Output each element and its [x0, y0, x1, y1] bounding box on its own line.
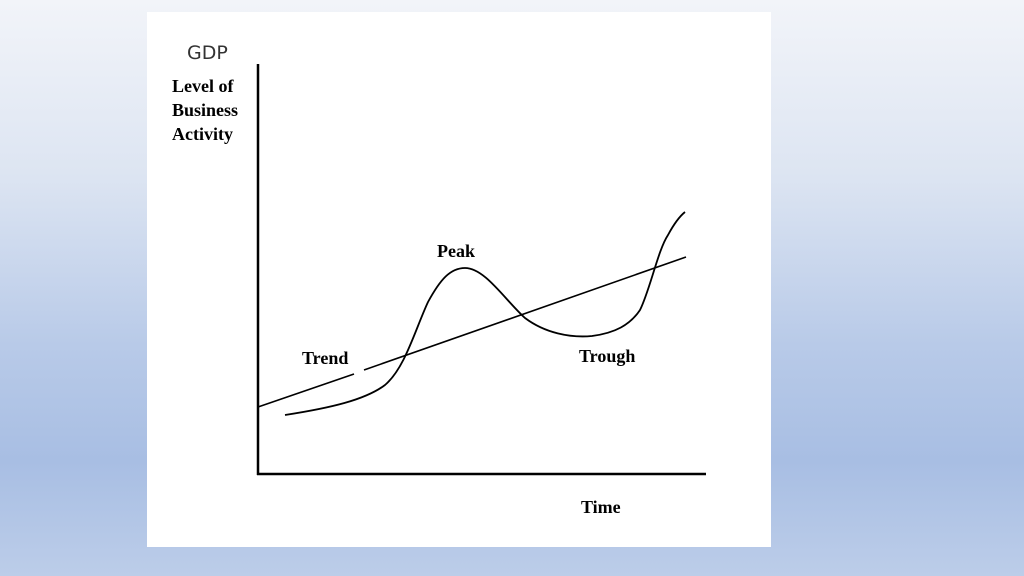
x-axis-label: Time — [581, 497, 621, 517]
y-axis-label: Activity — [172, 124, 233, 144]
trend-label: Trend — [302, 348, 348, 368]
diagram-title: GDP — [187, 42, 228, 64]
diagram-panel — [147, 12, 771, 547]
peak-label: Peak — [437, 241, 475, 261]
trough-label: Trough — [579, 346, 635, 366]
y-axis-label: Business — [172, 100, 238, 120]
trend-line — [363, 256, 687, 371]
business-cycle-curve — [284, 211, 686, 416]
trend-line — [257, 373, 355, 408]
y-axis-label: Level of — [172, 76, 234, 96]
